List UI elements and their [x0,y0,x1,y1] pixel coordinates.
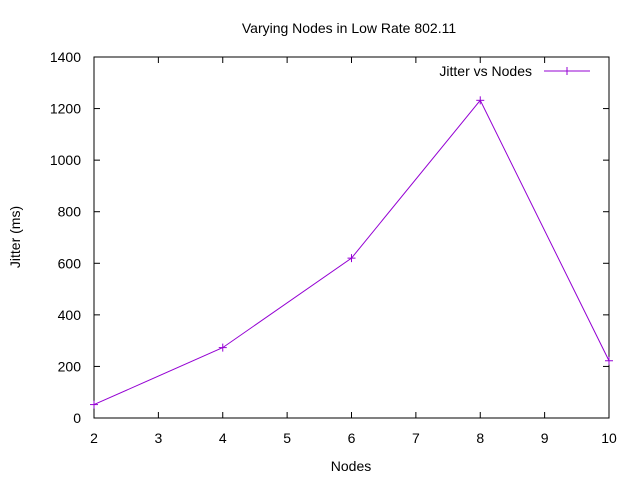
y-tick-label: 200 [58,358,82,374]
data-point-marker [476,96,485,105]
x-tick-label: 9 [541,430,549,446]
x-tick-label: 4 [219,430,227,446]
data-point-marker [218,343,227,352]
x-axis-title: Nodes [331,458,371,474]
legend-label: Jitter vs Nodes [439,63,532,79]
data-point-marker [605,356,613,365]
data-point-marker [90,400,98,409]
series-layer [90,96,613,409]
axes [93,56,610,419]
y-tick-label: 0 [73,410,81,426]
y-tick-label: 1400 [50,49,81,65]
y-axis-title: Jitter (ms) [7,206,23,268]
y-tick-label: 1200 [50,101,81,117]
y-tick-label: 400 [58,307,82,323]
plot-border [93,56,610,419]
legend-marker [563,67,571,75]
x-tick-label: 6 [348,430,356,446]
tick-labels: 2 3 4 5 6 7 8 9 10 0 200 400 600 800 1000 1200 1400 [50,49,617,446]
data-point-marker [347,254,356,263]
y-tick-label: 800 [58,204,82,220]
series-line [93,99,610,406]
x-tick-label: 2 [90,430,98,446]
x-tick-label: 7 [412,430,420,446]
y-tick-label: 600 [58,255,82,271]
x-tick-label: 5 [283,430,291,446]
x-tick-label: 10 [601,430,617,446]
y-tick-label: 1000 [50,152,81,168]
tick-marks [93,56,610,419]
chart-title: Varying Nodes in Low Rate 802.11 [242,20,456,36]
x-tick-label: 8 [476,430,484,446]
legend: Jitter vs Nodes [439,63,590,79]
x-tick-label: 3 [154,430,162,446]
